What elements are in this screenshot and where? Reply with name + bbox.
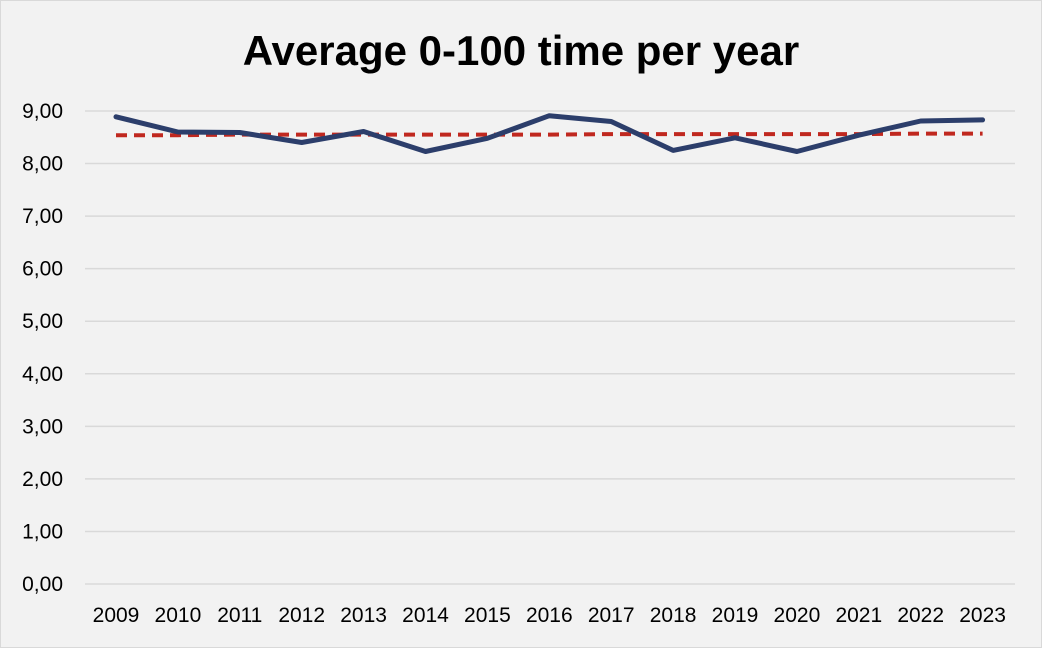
y-tick-label: 5,00 <box>22 310 63 333</box>
y-tick-label: 9,00 <box>22 100 63 123</box>
series-line-solid <box>113 113 986 154</box>
x-tick-label: 2016 <box>526 604 573 627</box>
x-tick-label: 2009 <box>93 604 140 627</box>
y-tick-label: 3,00 <box>22 415 63 438</box>
x-tick-label: 2010 <box>155 604 202 627</box>
y-axis-labels: 0,00 1,00 2,00 3,00 4,00 5,00 6,00 7,00 8,00 9,00 <box>22 100 63 596</box>
x-tick-label: 2023 <box>959 604 1006 627</box>
y-tick-label: 8,00 <box>22 153 63 176</box>
y-tick-label: 6,00 <box>22 258 63 281</box>
x-tick-label: 2020 <box>774 604 821 627</box>
series-lines <box>113 113 986 154</box>
x-tick-label: 2017 <box>588 604 635 627</box>
x-tick-label: 2022 <box>897 604 944 627</box>
x-tick-label: 2019 <box>712 604 759 627</box>
x-tick-label: 2014 <box>402 604 449 627</box>
y-tick-label: 4,00 <box>22 363 63 386</box>
x-tick-label: 2012 <box>278 604 325 627</box>
x-axis-labels: 2009 2010 2011 2012 2013 2014 2015 2016 2017 2018… <box>93 604 1006 627</box>
x-tick-label: 2018 <box>650 604 697 627</box>
chart-title: Average 0-100 time per year <box>242 27 800 74</box>
x-tick-label: 2013 <box>340 604 387 627</box>
y-tick-label: 0,00 <box>22 573 63 596</box>
y-tick-label: 7,00 <box>22 205 63 228</box>
y-tick-label: 2,00 <box>22 468 63 491</box>
x-tick-label: 2011 <box>217 604 262 627</box>
y-tick-label: 1,00 <box>22 520 63 543</box>
gridlines <box>85 110 1015 585</box>
x-tick-label: 2021 <box>835 604 882 627</box>
x-tick-label: 2015 <box>464 604 511 627</box>
